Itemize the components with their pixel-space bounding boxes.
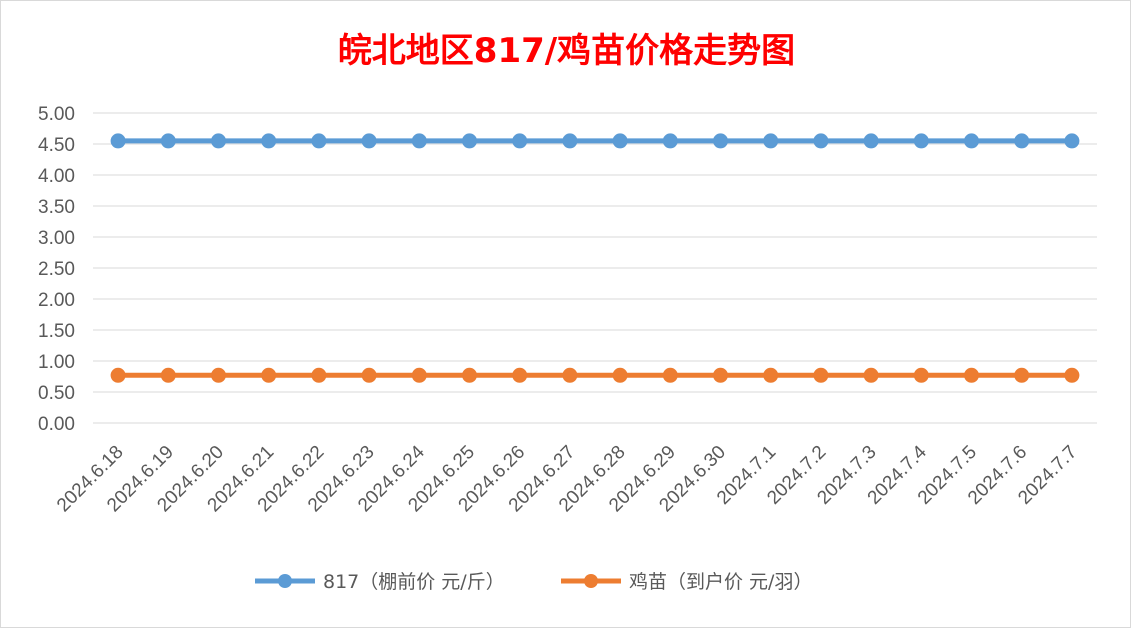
data-point [964, 133, 979, 149]
data-point [361, 133, 377, 149]
data-point [261, 133, 277, 149]
data-point [211, 133, 226, 149]
data-point [411, 367, 427, 383]
data-point [1064, 133, 1080, 149]
legend-label: 鸡苗（到户价 元/羽） [629, 571, 812, 593]
data-point [1014, 367, 1030, 383]
data-point [964, 367, 979, 383]
data-point [713, 133, 728, 149]
data-point [411, 133, 427, 149]
data-point [913, 367, 929, 383]
legend-swatch-marker [584, 574, 598, 588]
data-point [110, 367, 126, 383]
data-point [713, 367, 728, 383]
y-tick-label: 3.00 [38, 228, 75, 249]
y-tick-label: 2.50 [38, 259, 75, 280]
data-point [1064, 367, 1080, 383]
data-point [662, 367, 678, 383]
y-tick-label: 2.00 [38, 290, 75, 311]
data-point [913, 133, 929, 149]
data-point [160, 133, 176, 149]
data-point [813, 133, 829, 149]
y-tick-label: 3.50 [38, 197, 75, 218]
data-point [612, 133, 628, 149]
data-point [361, 367, 377, 383]
data-point [763, 367, 779, 383]
data-point [462, 133, 477, 149]
chart-title: 皖北地区817/鸡苗价格走势图 [337, 31, 796, 71]
data-point [311, 133, 327, 149]
y-tick-label: 0.00 [38, 414, 75, 435]
data-point [1014, 133, 1030, 149]
data-point [110, 133, 126, 149]
y-tick-label: 4.00 [38, 166, 75, 187]
legend-swatch-marker [278, 574, 292, 588]
data-point [562, 367, 578, 383]
y-tick-label: 1.50 [38, 321, 75, 342]
data-point [160, 367, 176, 383]
data-point [512, 367, 528, 383]
y-tick-label: 5.00 [38, 104, 75, 125]
data-point [562, 133, 578, 149]
y-tick-label: 1.00 [38, 352, 75, 373]
data-point [863, 367, 879, 383]
data-point [612, 367, 628, 383]
data-point [763, 133, 779, 149]
y-tick-label: 4.50 [38, 135, 75, 156]
data-point [863, 133, 879, 149]
data-point [261, 367, 277, 383]
y-tick-label: 0.50 [38, 383, 75, 404]
data-point [211, 367, 226, 383]
data-point [512, 133, 528, 149]
data-point [662, 133, 678, 149]
data-point [813, 367, 829, 383]
legend-label: 817（棚前价 元/斤） [323, 571, 505, 593]
data-point [462, 367, 477, 383]
data-point [311, 367, 327, 383]
